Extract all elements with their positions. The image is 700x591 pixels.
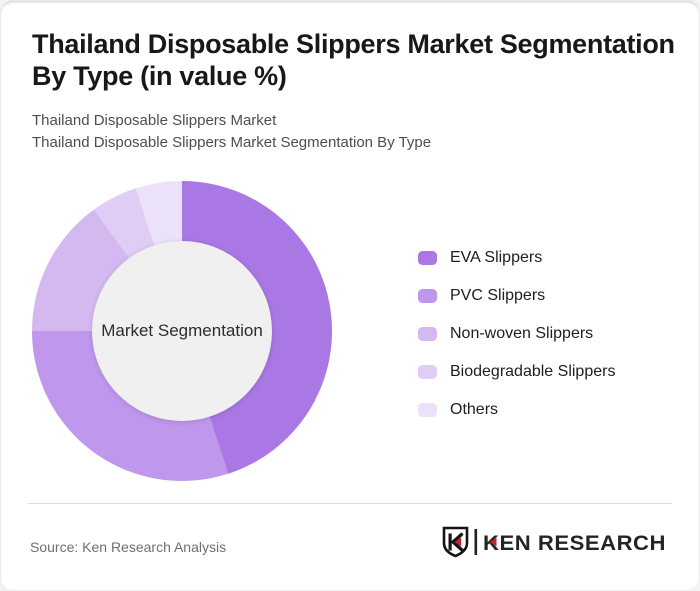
ken-shield-icon	[442, 526, 469, 558]
legend-label: EVA Slippers	[450, 249, 543, 266]
ken-research-logo: KEN RESEARCH	[442, 526, 666, 558]
subtitle-line-2: Thailand Disposable Slippers Market Segm…	[32, 133, 432, 151]
legend-label: Non-woven Slippers	[450, 325, 594, 342]
chart-legend: EVA Slippers PVC Slippers Non-woven Slip…	[418, 249, 616, 440]
logo-separator	[474, 529, 478, 555]
legend-item-non-woven-slippers[interactable]: Non-woven Slippers	[418, 325, 615, 342]
legend-swatch-icon	[418, 403, 437, 417]
legend-item-eva-slippers[interactable]: EVA Slippers	[418, 249, 615, 266]
chart-subtitle: Thailand Disposable Slippers Market Thai…	[32, 110, 652, 153]
legend-swatch-icon	[418, 365, 437, 379]
footer-divider	[28, 503, 672, 504]
shield-red-triangle-icon	[454, 537, 462, 547]
subtitle-line-1: Thailand Disposable Slippers Market	[32, 112, 277, 129]
donut-center-label: Market Segmentation	[101, 321, 263, 340]
legend-item-pvc-slippers[interactable]: PVC Slippers	[418, 287, 615, 304]
legend-swatch-icon	[418, 327, 437, 341]
legend-label: Others	[450, 401, 499, 418]
wordmark-red-triangle-icon	[490, 537, 497, 547]
page-title: Thailand Disposable Slippers Market Segm…	[32, 29, 675, 91]
legend-swatch-icon	[418, 251, 437, 265]
legend-item-biodegradable-slippers[interactable]: Biodegradable Slippers	[418, 363, 616, 380]
logo-wordmark: KEN RESEARCH	[483, 532, 666, 555]
legend-label: PVC Slippers	[450, 287, 546, 304]
donut-center: Market Segmentation	[92, 241, 272, 421]
legend-swatch-icon	[418, 289, 437, 303]
legend-item-others[interactable]: Others	[418, 401, 615, 418]
donut-chart-area: Market Segmentation	[32, 181, 332, 481]
source-text: Source: Ken Research Analysis	[30, 539, 227, 555]
legend-label: Biodegradable Slippers	[450, 363, 616, 380]
